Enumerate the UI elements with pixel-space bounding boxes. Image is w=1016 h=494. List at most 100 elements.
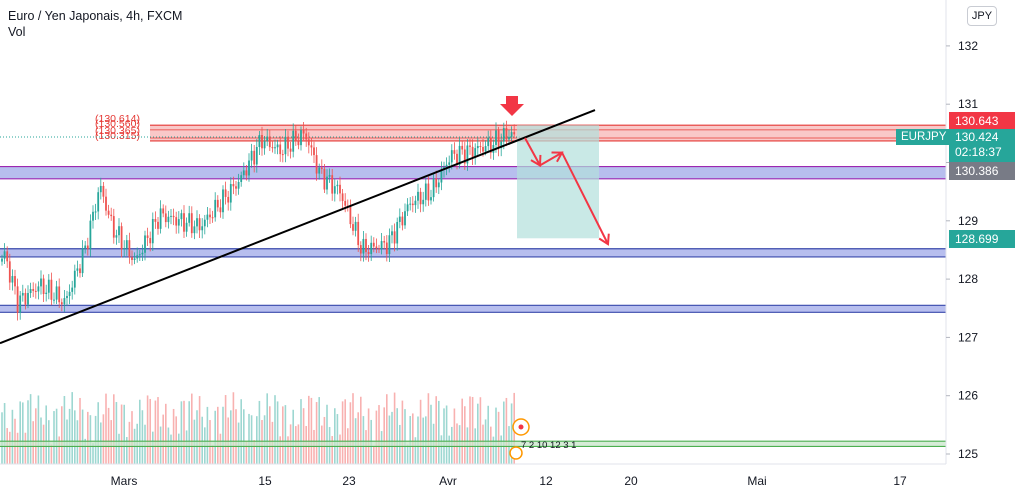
volume-bar: [378, 405, 380, 464]
volume-bar: [217, 406, 219, 464]
candle-body: [437, 182, 440, 188]
candle-body: [341, 193, 344, 201]
candle-body: [11, 276, 14, 283]
arrow-head-1: [530, 154, 542, 168]
volume-bar: [152, 431, 154, 464]
candle-body: [489, 137, 492, 153]
candle-body: [157, 221, 159, 229]
volume-bar: [172, 408, 175, 464]
volume-bar: [448, 435, 450, 464]
candle-body: [323, 168, 326, 190]
candle-body: [242, 170, 245, 176]
volume-bar: [362, 416, 365, 464]
candle-body: [274, 147, 276, 149]
price-tag-high: 130.643: [949, 112, 1015, 130]
volume-bar: [63, 396, 66, 464]
candle-body: [495, 130, 497, 145]
candle-body: [453, 150, 456, 154]
event-dot-icon: [518, 424, 524, 430]
candle-body: [411, 203, 414, 206]
volume-bar: [185, 430, 188, 464]
volume-bar: [492, 436, 495, 464]
candle-body: [388, 235, 391, 255]
candle-body: [476, 145, 479, 149]
candle-body: [284, 136, 287, 155]
candle-body: [110, 214, 113, 217]
candle-body: [487, 137, 490, 147]
projection-path: [524, 137, 609, 245]
candle-body: [92, 211, 94, 221]
candle-body: [97, 192, 100, 212]
candle-body: [508, 136, 510, 140]
candle-body: [255, 146, 258, 165]
volume-bar: [250, 415, 253, 464]
volume-bar: [219, 433, 222, 464]
candle-body: [16, 286, 19, 313]
candle-body: [131, 257, 133, 260]
candle-body: [271, 147, 274, 149]
volume-bar: [126, 437, 128, 464]
volume-bar: [3, 403, 6, 464]
zone-label: (130.614): [95, 113, 140, 125]
candle-body: [19, 295, 22, 313]
volume-bar: [245, 441, 248, 464]
candle-body: [359, 245, 362, 254]
volume-bar: [477, 403, 479, 464]
candle-body: [367, 252, 370, 255]
volume-markers: 7 2 10 12 3 1: [509, 418, 576, 460]
candle-body: [250, 150, 253, 161]
drawings: 7 2 10 12 3 1: [0, 96, 610, 460]
volume-bar: [224, 395, 227, 464]
candle-body: [47, 279, 50, 293]
support-zone-1: [0, 166, 946, 179]
indicator-label: Vol: [8, 25, 26, 39]
candle-body: [151, 219, 154, 244]
volume-bar: [11, 409, 14, 464]
price-tick-label: 132: [958, 39, 978, 53]
candle-body: [50, 279, 53, 300]
candle-body: [258, 135, 261, 147]
price-zones: (130.614)(130.560)(130.365)(130.315): [0, 113, 946, 448]
time-tick-label: 15: [258, 474, 272, 488]
volume-bar: [341, 401, 344, 464]
volume-bar: [505, 397, 508, 464]
candle-body: [404, 211, 406, 226]
volume-bar: [401, 400, 404, 464]
volume-bar: [430, 404, 432, 464]
volume-bar: [87, 411, 89, 464]
candle-body: [500, 141, 503, 149]
candle-body: [370, 242, 373, 255]
candle-body: [99, 185, 102, 193]
candle-body: [294, 130, 297, 142]
volume-bar: [191, 393, 193, 464]
candle-body: [406, 204, 409, 212]
volume-bar: [154, 400, 157, 464]
price-tick-label: 129: [958, 214, 978, 228]
zone-label: (130.315): [95, 130, 140, 142]
event-counts: 7 2 10 12 3 1: [521, 440, 576, 451]
candle-body: [172, 215, 175, 218]
candle-body: [357, 221, 360, 246]
candle-body: [435, 178, 438, 188]
volume-bar: [479, 397, 482, 464]
volume-bar: [404, 409, 406, 464]
volume-bar: [357, 412, 359, 464]
volume-bar: [243, 409, 245, 464]
volume-bar: [29, 394, 32, 464]
price-tick-label: 126: [958, 389, 978, 403]
volume-bar: [308, 395, 310, 464]
candle-body: [149, 237, 152, 244]
volume-bar: [198, 396, 201, 464]
candle-body: [445, 164, 448, 168]
volume-bar: [503, 401, 505, 464]
volume-bar: [461, 398, 463, 464]
volume-bar: [115, 402, 118, 464]
volume-bar: [131, 411, 133, 464]
volume-bar: [27, 400, 29, 464]
candle-body: [115, 235, 118, 238]
candle-body: [211, 217, 214, 219]
currency-button[interactable]: JPY: [967, 6, 997, 26]
candle-body: [318, 167, 321, 174]
volume-bar: [469, 396, 471, 464]
